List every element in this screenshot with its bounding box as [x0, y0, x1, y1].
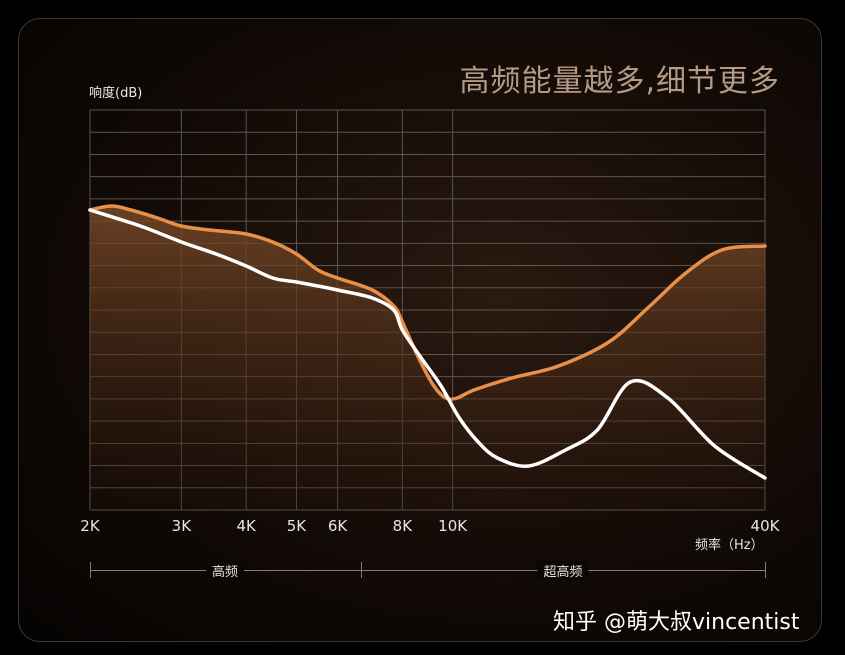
white-series-line — [88, 208, 767, 480]
x-axis-label: 频率（Hz） — [695, 538, 764, 553]
x-tick-label: 3K — [171, 517, 192, 535]
y-axis-label: 响度(dB) — [89, 86, 143, 101]
watermark: 知乎 @萌大叔vincentist — [553, 610, 800, 635]
headline: 高频能量越多,细节更多 — [459, 64, 780, 99]
orange-series-area — [90, 206, 765, 510]
x-tick-label: 4K — [236, 517, 256, 535]
x-tick-label: 5K — [286, 517, 307, 535]
x-tick-label: 8K — [392, 517, 413, 535]
band-bracket-line — [90, 570, 765, 571]
x-tick-label: 6K — [327, 517, 348, 535]
x-tick-label: 40K — [750, 517, 780, 535]
x-tick-label: 10K — [438, 517, 468, 535]
x-tick-label: 2K — [80, 517, 100, 535]
orange-series-line — [88, 204, 767, 401]
band-label-ultra-high: 超高频 — [537, 561, 589, 580]
band-label-high: 高频 — [205, 561, 245, 580]
band-bracket-tick — [765, 562, 766, 578]
